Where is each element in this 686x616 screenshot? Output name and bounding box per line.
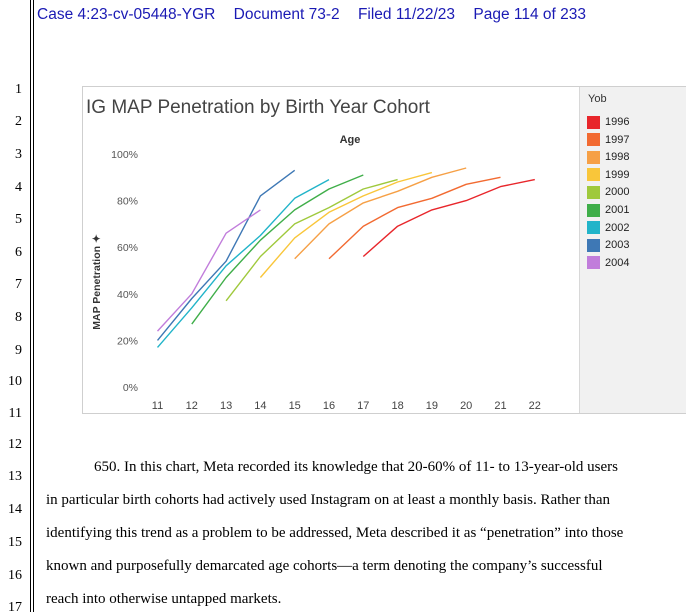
- x-tick-label: 15: [289, 400, 301, 412]
- line-number-4: 4: [15, 180, 22, 195]
- legend-swatch: [587, 221, 600, 235]
- series-line-1998: [294, 167, 467, 260]
- legend-label: 1996: [605, 116, 630, 128]
- line-number-1: 1: [15, 82, 22, 97]
- margin-rule-left-inner: [33, 0, 34, 612]
- series-line-1997: [328, 176, 501, 260]
- legend-swatch: [587, 133, 600, 147]
- y-tick-label: 80%: [117, 196, 138, 208]
- legend-item-2002: 2002: [587, 221, 629, 235]
- y-tick-label: 60%: [117, 242, 138, 254]
- legend-label: 1999: [605, 168, 630, 181]
- filed-date: Filed 11/22/23: [357, 6, 456, 23]
- document-number: Document 73-2: [233, 6, 340, 23]
- legend-item-1997: 1997: [587, 133, 629, 147]
- x-tick-label: 17: [357, 400, 369, 412]
- x-axis-title: Age: [340, 134, 361, 146]
- y-tick-label: 40%: [117, 289, 138, 301]
- legend-item-2003: 2003: [587, 238, 629, 252]
- legend-swatch: [587, 256, 600, 270]
- paragraph-line-15: identifying this trend as a problem to b…: [46, 525, 624, 541]
- line-number-14: 14: [8, 502, 22, 517]
- case-header: Case 4:23-cv-05448-YGR Document 73-2 Fil…: [37, 6, 600, 24]
- legend-label: 2001: [605, 204, 630, 216]
- x-tick-label: 20: [460, 400, 472, 412]
- legend-label: 1997: [605, 133, 630, 146]
- series-line-2004: [156, 209, 261, 332]
- legend-swatch: [587, 150, 600, 164]
- paragraph-line-16: known and purposefully demarcated age co…: [46, 558, 603, 574]
- y-axis-title: MAP Penetration ✦: [91, 234, 103, 330]
- x-tick-label: 11: [152, 400, 163, 412]
- series-line-1996: [362, 178, 535, 258]
- legend-label: 2003: [605, 239, 630, 252]
- line-number-13: 13: [8, 469, 22, 484]
- legend-swatch: [587, 185, 600, 199]
- chart-title: IG MAP Penetration by Birth Year Cohort: [86, 97, 430, 118]
- x-tick-label: 22: [529, 400, 541, 412]
- series-line-2000: [225, 178, 398, 302]
- line-number-17: 17: [8, 600, 22, 615]
- x-tick-label: 13: [220, 400, 232, 412]
- legend-item-2001: 2001: [587, 203, 629, 217]
- series-line-2003: [156, 169, 296, 341]
- case-number: Case 4:23-cv-05448-YGR: [37, 6, 216, 23]
- y-tick-label: 20%: [117, 335, 138, 347]
- legend-label: 2000: [605, 186, 630, 199]
- legend-item-1999: 1999: [587, 168, 629, 182]
- paragraph-line-14: in particular birth cohorts had actively…: [46, 492, 611, 508]
- page-number: Page 114 of 233: [473, 6, 586, 23]
- x-tick-label: 21: [494, 400, 506, 412]
- paragraph-text-13: 650. In this chart, Meta recorded its kn…: [94, 459, 618, 475]
- line-number-11: 11: [8, 406, 22, 421]
- legend-label: 2002: [605, 221, 630, 234]
- line-number-2: 2: [15, 114, 22, 129]
- legend-swatch: [587, 238, 600, 252]
- line-number-15: 15: [8, 535, 22, 550]
- legend-item-2004: 2004: [587, 256, 629, 270]
- legend-item-1996: 1996: [587, 115, 629, 129]
- legend-label: 1998: [605, 151, 630, 164]
- margin-rule-left: [30, 0, 31, 612]
- chart-figure: IG MAP Penetration by Birth Year Cohort …: [82, 86, 686, 414]
- line-chart: Age MAP Penetration ✦ 0% 20% 40% 60% 80% 100% 11…: [91, 134, 541, 412]
- legend-title: Yob: [588, 93, 607, 105]
- line-number-12: 12: [8, 437, 22, 452]
- x-tick-label: 19: [426, 400, 438, 412]
- series-line-1999: [259, 171, 433, 278]
- line-number-10: 10: [8, 374, 22, 389]
- line-number-3: 3: [15, 147, 22, 162]
- legend-item-1998: 1998: [587, 150, 629, 164]
- x-tick-label: 16: [323, 400, 335, 412]
- series-line-2001: [191, 174, 364, 325]
- line-number-7: 7: [15, 277, 22, 292]
- line-number-6: 6: [15, 245, 22, 260]
- line-number-16: 16: [8, 568, 22, 583]
- series-line-2002: [156, 178, 330, 348]
- legend-swatch: [587, 115, 600, 129]
- line-number-8: 8: [15, 310, 22, 325]
- line-number-5: 5: [15, 212, 22, 227]
- line-number-9: 9: [15, 343, 22, 358]
- x-tick-label: 14: [254, 400, 266, 412]
- x-tick-label: 12: [186, 400, 198, 412]
- legend-item-2000: 2000: [587, 185, 629, 199]
- legend-swatch: [587, 203, 600, 217]
- y-tick-label: 0%: [123, 382, 138, 394]
- legend-swatch: [587, 168, 600, 182]
- paragraph-line-17: reach into otherwise untapped markets.: [46, 591, 282, 607]
- paragraph-line-13: 650. In this chart, Meta recorded its kn…: [46, 456, 656, 478]
- legend-label: 2004: [605, 256, 630, 269]
- y-tick-label: 100%: [111, 149, 138, 161]
- x-tick-label: 18: [391, 400, 403, 412]
